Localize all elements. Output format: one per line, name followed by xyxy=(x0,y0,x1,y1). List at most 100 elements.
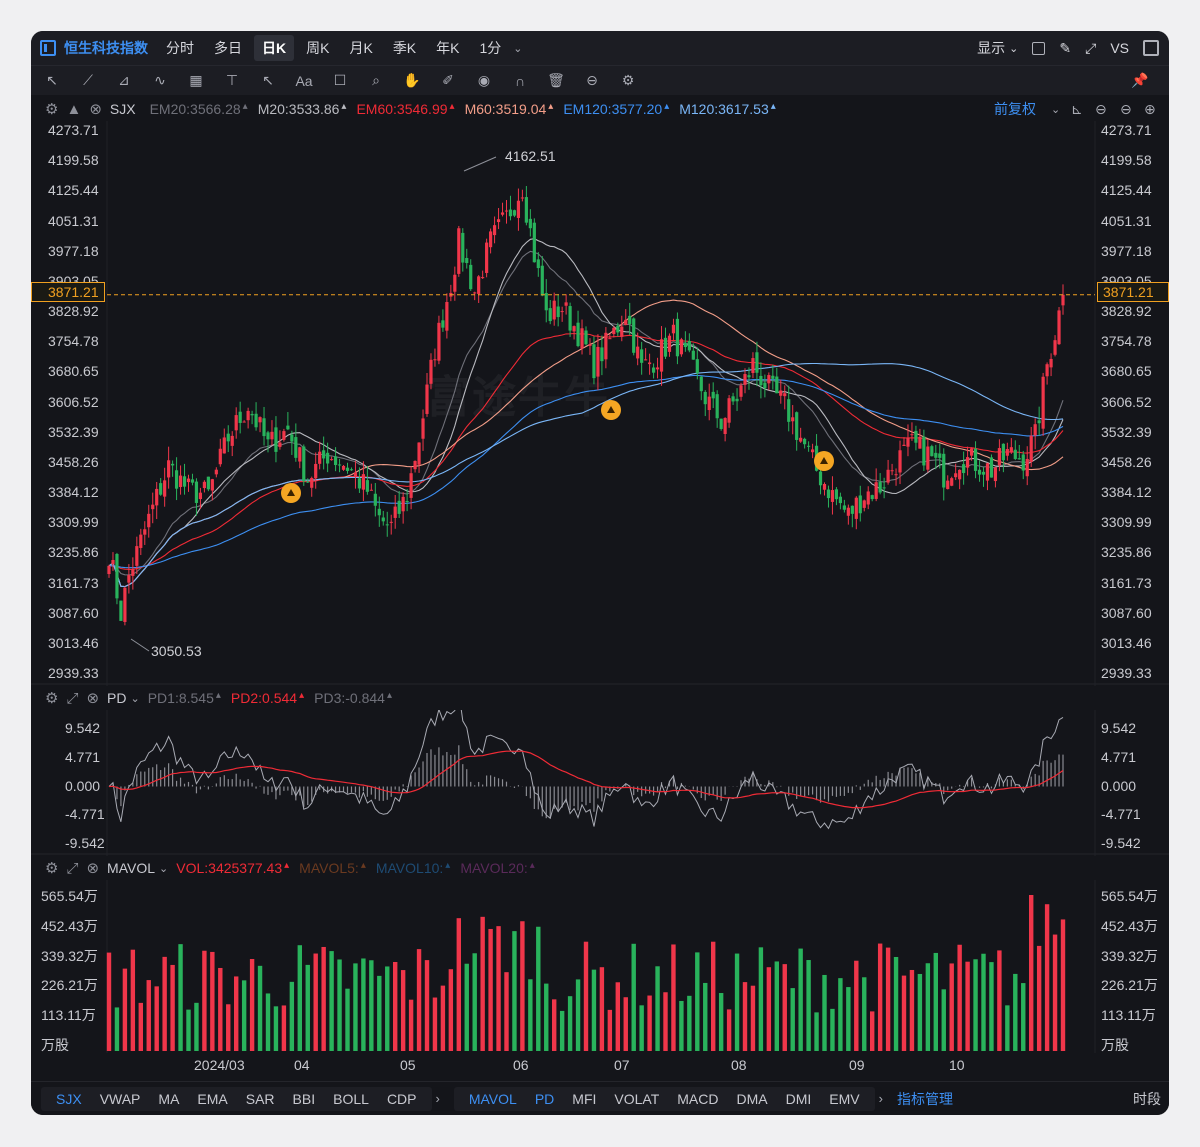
pin-icon[interactable]: 📌 xyxy=(1131,72,1149,88)
indicator-tab[interactable]: VOLAT xyxy=(614,1090,660,1107)
expand-icon[interactable]: ⤢ xyxy=(66,859,79,877)
candle-body xyxy=(302,446,306,482)
tab-yearly-k[interactable]: 年K xyxy=(436,40,460,56)
sidebar-toggle-icon[interactable] xyxy=(40,40,56,56)
volume-bar xyxy=(329,951,334,1051)
wave-tool-icon[interactable]: ∿ xyxy=(154,72,166,88)
chevron-down-icon[interactable]: ⌄ xyxy=(513,42,523,55)
tab-monthly-k[interactable]: 月K xyxy=(349,40,373,56)
up-arrow-icon: ▴ xyxy=(299,690,305,701)
magnet-icon[interactable]: ∩ xyxy=(514,72,526,89)
panel-toggle-icon[interactable] xyxy=(1143,40,1159,56)
eye-icon[interactable]: ◉ xyxy=(477,72,491,88)
chevron-right-icon[interactable]: › xyxy=(435,1091,440,1106)
candle-body xyxy=(938,453,942,458)
fullscreen-icon[interactable]: ⤢ xyxy=(1085,39,1097,56)
candle-body xyxy=(886,469,890,483)
volume-bar xyxy=(687,995,692,1051)
display-menu[interactable]: 显示 xyxy=(977,40,1006,56)
indicator-tab[interactable]: DMI xyxy=(785,1090,812,1107)
indicator-tab[interactable]: MAVOL xyxy=(468,1090,517,1107)
axis-tick-label: 3680.65 xyxy=(48,363,99,380)
close-icon[interactable]: ⊗ xyxy=(89,101,102,118)
axis-tick-label: 3680.65 xyxy=(1101,363,1152,380)
indicator-tab[interactable]: SAR xyxy=(245,1090,275,1107)
cursor-icon[interactable]: ↖ xyxy=(46,72,58,88)
tab-daily-k[interactable]: 日K xyxy=(254,35,295,61)
ma-line-2 xyxy=(108,332,1064,570)
indicator-tab[interactable]: SJX xyxy=(56,1090,82,1107)
gear-icon[interactable]: ⚙ xyxy=(621,72,635,88)
zoom-in-icon[interactable]: ⊕ xyxy=(1144,100,1156,117)
indicator-tab[interactable]: MA xyxy=(158,1090,180,1107)
tab-quarterly-k[interactable]: 季K xyxy=(392,40,417,56)
gear-icon[interactable]: ⚙ xyxy=(45,690,59,707)
pen-icon[interactable]: ✎ xyxy=(1059,39,1072,56)
ma-line-4 xyxy=(108,374,1064,569)
chevron-right-icon[interactable]: › xyxy=(878,1091,883,1106)
minimize-icon[interactable]: ⊖ xyxy=(1120,100,1132,117)
link-icon[interactable]: ⊖ xyxy=(586,72,598,88)
tab-multiday[interactable]: 多日 xyxy=(214,40,242,56)
indicator-tab[interactable]: CDP xyxy=(386,1090,417,1107)
channel-tool-icon[interactable]: ⊿ xyxy=(118,72,130,88)
brush-tool-icon[interactable]: ✐ xyxy=(442,72,454,88)
tab-weekly-k[interactable]: 周K xyxy=(306,40,330,56)
indicator-tab[interactable]: PD xyxy=(534,1090,555,1107)
volume-bar xyxy=(877,943,883,1051)
volume-bar xyxy=(408,999,414,1051)
measure-tool-icon[interactable]: ⊤ xyxy=(225,72,239,88)
collapse-icon[interactable]: ▲ xyxy=(66,100,82,118)
tab-intraday[interactable]: 分时 xyxy=(166,40,194,56)
indicator-tab[interactable]: EMV xyxy=(829,1090,860,1107)
hand-tool-icon[interactable]: ✋ xyxy=(403,72,421,88)
candle-body xyxy=(163,480,167,497)
indicator-name[interactable]: PD xyxy=(107,690,127,706)
candle-body xyxy=(663,337,668,357)
candle-body xyxy=(290,434,294,442)
candle-body xyxy=(604,332,608,360)
tab-1min[interactable]: 1分 xyxy=(479,40,502,56)
volume-bar xyxy=(265,993,271,1051)
instrument-title[interactable]: 恒生科技指数 xyxy=(64,40,148,56)
chart-canvas[interactable] xyxy=(31,31,1169,1081)
close-icon[interactable]: ⊗ xyxy=(86,860,100,877)
indicator-tab[interactable]: MFI xyxy=(572,1090,597,1107)
close-icon[interactable]: ⊗ xyxy=(86,690,100,707)
expand-icon[interactable]: ⤢ xyxy=(66,689,79,707)
chevron-down-icon[interactable]: ⌄ xyxy=(130,692,140,705)
adjust-select[interactable]: 前复权 xyxy=(994,101,1036,117)
search-icon[interactable]: ⌕ xyxy=(372,72,380,88)
session-button[interactable]: 时段 xyxy=(1133,1090,1161,1107)
line-tool-icon[interactable]: ⟋ xyxy=(83,72,93,88)
indicator-tab[interactable]: MACD xyxy=(677,1090,719,1107)
candle-body xyxy=(258,417,262,423)
checkbox-icon[interactable] xyxy=(1032,41,1046,55)
candle-body xyxy=(461,232,465,263)
chevron-down-icon[interactable]: ⌄ xyxy=(1051,103,1061,116)
indicator-tab[interactable]: VWAP xyxy=(99,1090,141,1107)
vs-button[interactable]: VS xyxy=(1110,40,1129,56)
text-tool-icon[interactable]: Aa xyxy=(295,72,313,89)
candle-body xyxy=(596,346,600,377)
zoom-out-icon[interactable]: ⊖ xyxy=(1095,100,1107,117)
chevron-down-icon[interactable]: ⌄ xyxy=(159,862,169,875)
chevron-down-icon[interactable]: ⌄ xyxy=(1009,42,1019,55)
comment-tool-icon[interactable]: ☐ xyxy=(333,72,347,88)
indicator-name[interactable]: SJX xyxy=(109,101,136,117)
indicator-tab[interactable]: BOLL xyxy=(333,1090,369,1107)
gear-icon[interactable]: ⚙ xyxy=(45,101,59,118)
fib-tool-icon[interactable]: ▦ xyxy=(189,72,203,88)
indicator-manage-link[interactable]: 指标管理 xyxy=(896,1090,953,1107)
volume-bar xyxy=(353,963,358,1051)
volume-bar xyxy=(520,921,525,1051)
indicator-tab[interactable]: EMA xyxy=(197,1090,228,1107)
gear-icon[interactable]: ⚙ xyxy=(45,860,59,877)
indicator-tab[interactable]: DMA xyxy=(736,1090,768,1107)
log-scale-icon[interactable]: ⊾ xyxy=(1071,100,1083,117)
trash-icon[interactable]: 🗑 xyxy=(547,72,565,88)
indicator-tab[interactable]: BBI xyxy=(292,1090,316,1107)
candle-body xyxy=(667,335,672,352)
indicator-name[interactable]: MAVOL xyxy=(107,860,156,876)
arrow-tool-icon[interactable]: ↖ xyxy=(262,72,274,88)
